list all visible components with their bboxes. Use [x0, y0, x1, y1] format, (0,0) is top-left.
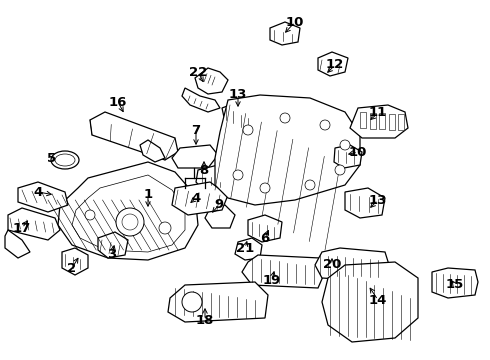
Polygon shape	[360, 112, 366, 128]
Polygon shape	[315, 248, 390, 282]
Polygon shape	[18, 182, 68, 212]
Polygon shape	[222, 102, 255, 128]
Circle shape	[320, 120, 330, 130]
Circle shape	[340, 140, 350, 150]
Circle shape	[260, 183, 270, 193]
Circle shape	[159, 222, 171, 234]
Ellipse shape	[51, 151, 79, 169]
Polygon shape	[182, 88, 220, 112]
Polygon shape	[432, 268, 478, 298]
Polygon shape	[168, 282, 268, 322]
Polygon shape	[318, 52, 348, 76]
Circle shape	[280, 113, 290, 123]
Text: 7: 7	[192, 123, 200, 136]
Polygon shape	[58, 162, 198, 260]
Polygon shape	[334, 145, 362, 168]
Text: 21: 21	[236, 242, 254, 255]
Text: 6: 6	[260, 231, 270, 244]
Polygon shape	[172, 145, 218, 168]
Text: 19: 19	[263, 274, 281, 287]
Polygon shape	[398, 114, 404, 130]
Polygon shape	[205, 205, 235, 228]
Text: 10: 10	[286, 15, 304, 28]
Polygon shape	[8, 208, 60, 240]
Polygon shape	[369, 112, 375, 129]
Polygon shape	[235, 238, 262, 260]
Text: 14: 14	[369, 293, 387, 306]
Polygon shape	[62, 248, 88, 275]
Text: 22: 22	[189, 66, 207, 78]
Circle shape	[116, 208, 144, 236]
Polygon shape	[322, 262, 418, 342]
Text: 8: 8	[199, 163, 209, 176]
Text: 13: 13	[229, 89, 247, 102]
Circle shape	[122, 214, 138, 230]
Text: 13: 13	[369, 194, 387, 207]
Polygon shape	[350, 105, 408, 138]
Text: 4: 4	[33, 185, 43, 198]
Circle shape	[85, 210, 95, 220]
Polygon shape	[140, 140, 165, 162]
Circle shape	[233, 170, 243, 180]
Polygon shape	[248, 215, 282, 242]
Text: 3: 3	[107, 248, 117, 261]
Text: 20: 20	[323, 258, 341, 271]
Polygon shape	[195, 68, 228, 94]
Polygon shape	[196, 165, 228, 192]
Circle shape	[243, 125, 253, 135]
Text: 2: 2	[68, 261, 76, 274]
Polygon shape	[345, 188, 385, 218]
Text: 18: 18	[196, 314, 214, 327]
Polygon shape	[379, 113, 385, 129]
Text: 11: 11	[369, 107, 387, 120]
Text: 5: 5	[48, 152, 56, 165]
Text: 10: 10	[349, 145, 367, 158]
Circle shape	[335, 165, 345, 175]
Text: 17: 17	[13, 221, 31, 234]
Circle shape	[305, 180, 315, 190]
Polygon shape	[215, 95, 360, 205]
Polygon shape	[90, 112, 178, 160]
Text: 15: 15	[446, 279, 464, 292]
Text: 4: 4	[192, 192, 200, 204]
Circle shape	[182, 292, 202, 312]
Text: 12: 12	[326, 58, 344, 72]
Text: 9: 9	[215, 198, 223, 211]
Text: 1: 1	[144, 189, 152, 202]
Text: 16: 16	[109, 95, 127, 108]
Polygon shape	[172, 182, 228, 215]
Polygon shape	[98, 232, 128, 258]
Polygon shape	[389, 113, 394, 130]
Polygon shape	[242, 255, 325, 288]
Polygon shape	[270, 22, 300, 45]
Polygon shape	[5, 230, 30, 258]
